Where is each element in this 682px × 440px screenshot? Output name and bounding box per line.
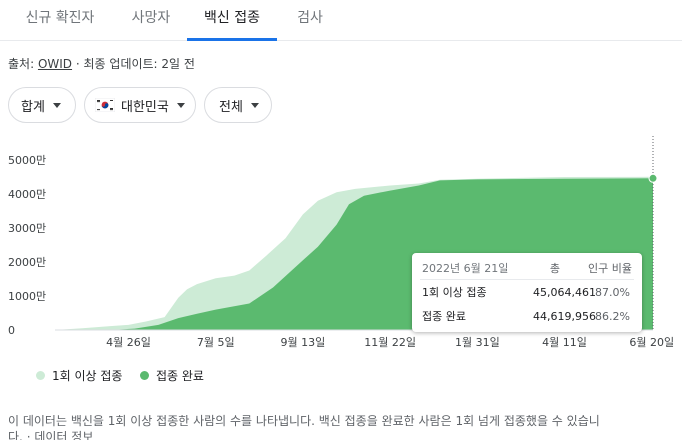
tab-new-cases[interactable]: 신규 확진자 (10, 0, 110, 41)
x-tick-label: 6월 20일 (629, 335, 674, 349)
tooltip-col-pct: 인구 비율 (572, 259, 632, 279)
footnote-link-row: 다. · 데이터 정보 (8, 428, 93, 440)
source-link[interactable]: OWID (38, 57, 72, 71)
metric-dropdown[interactable]: 합계 (8, 87, 76, 123)
legend-swatch (36, 371, 45, 380)
metric-label: 합계 (21, 96, 45, 115)
tooltip-date: 2022년 6월 21일 (422, 259, 508, 279)
legend-item-full[interactable]: 접종 완료 (140, 367, 204, 384)
source-prefix: 출처: (8, 57, 34, 71)
x-tick-label: 9월 13일 (281, 335, 326, 349)
legend-label: 접종 완료 (156, 367, 204, 384)
data-info-link[interactable]: 데이터 정보 (34, 430, 93, 440)
y-tick-label: 1000만 (8, 290, 46, 303)
footnote-separator: · (27, 430, 31, 440)
tab-vaccination[interactable]: 백신 접종 (187, 0, 277, 41)
y-tick-label: 5000만 (8, 154, 46, 167)
tooltip-row-pct: 87.0% (580, 283, 630, 303)
chevron-down-icon (177, 103, 185, 108)
legend-item-partial[interactable]: 1회 이상 접종 (36, 367, 122, 384)
x-tick-label: 4월 11일 (542, 335, 587, 349)
tooltip-row-pct: 86.2% (580, 307, 630, 327)
footnote-continuation: 다. (8, 430, 23, 440)
tooltip-row-label: 접종 완료 (422, 307, 466, 327)
x-tick-label: 1월 31일 (455, 335, 500, 349)
y-tick-label: 4000만 (8, 188, 46, 201)
chevron-down-icon (53, 103, 61, 108)
footnote-text: 이 데이터는 백신을 1회 이상 접종한 사람의 수를 나타냅니다. 백신 접종… (8, 412, 600, 429)
y-tick-label: 2000만 (8, 256, 46, 269)
tooltip-row-label: 1회 이상 접종 (422, 283, 487, 303)
chart-tooltip: 2022년 6월 21일 총 인구 비율 1회 이상 접종 45,064,461… (412, 253, 642, 332)
y-tick-label: 0 (8, 324, 15, 337)
source-line: 출처: OWID · 최종 업데이트: 2일 전 (8, 55, 195, 72)
country-dropdown[interactable]: 대한민국 (84, 87, 196, 123)
last-updated: · 최종 업데이트: 2일 전 (76, 57, 195, 71)
range-dropdown[interactable]: 전체 (204, 87, 272, 123)
legend-swatch (140, 371, 149, 380)
x-tick-label: 4월 26일 (106, 335, 151, 349)
chevron-down-icon (251, 103, 259, 108)
tooltip-col-total: 총 (520, 259, 560, 279)
country-label: 대한민국 (121, 96, 169, 115)
tooltip-divider (420, 279, 634, 280)
x-tick-label: 7월 5일 (197, 335, 235, 349)
tab-tests[interactable]: 검사 (287, 0, 333, 41)
tab-deaths[interactable]: 사망자 (118, 0, 184, 41)
hover-point[interactable] (649, 174, 657, 182)
legend-label: 1회 이상 접종 (52, 367, 122, 384)
range-label: 전체 (219, 96, 243, 115)
x-tick-label: 11월 22일 (364, 335, 416, 349)
korea-flag-icon (95, 98, 115, 112)
tab-bar: 신규 확진자 사망자 백신 접종 검사 (0, 0, 682, 41)
y-tick-label: 3000만 (8, 222, 46, 235)
